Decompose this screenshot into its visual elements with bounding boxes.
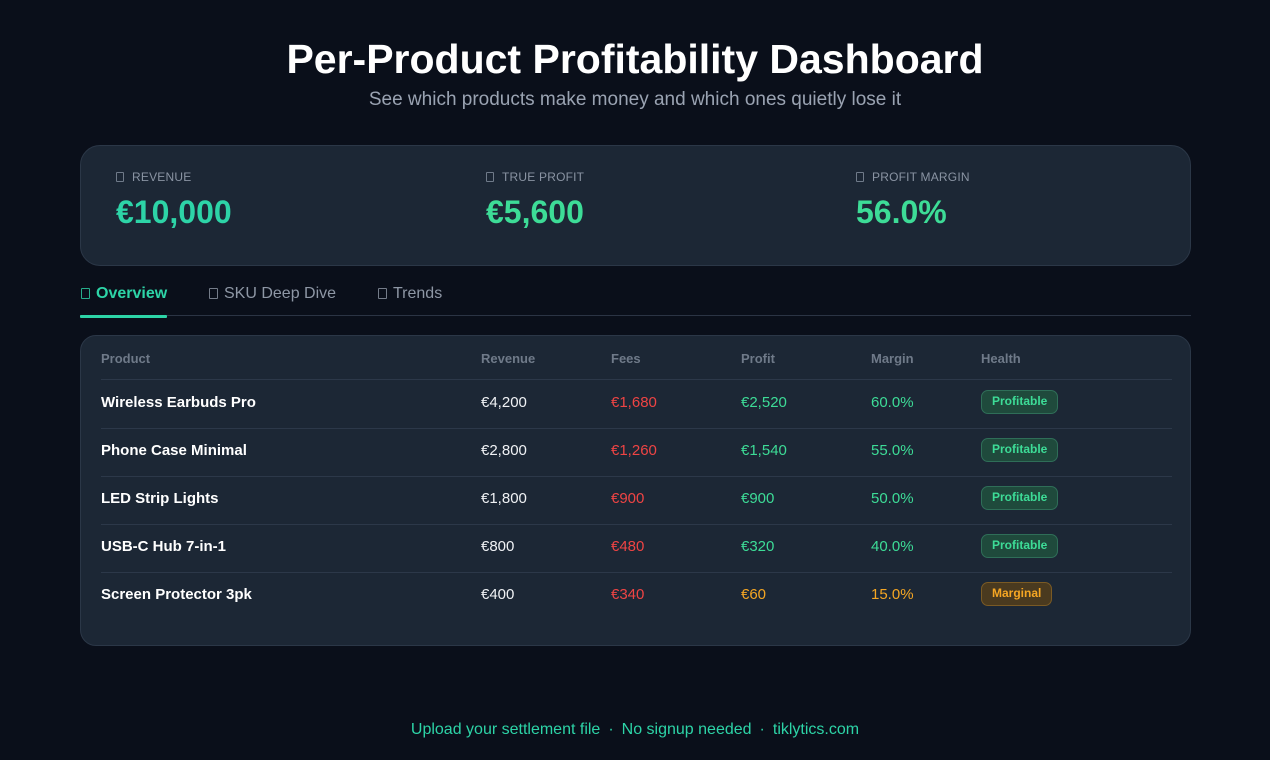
grid-icon [81, 288, 90, 299]
kpi-revenue-label: REVENUE [132, 170, 192, 184]
page-subtitle: See which products make money and which … [368, 89, 902, 110]
profit-value: €900 [741, 490, 775, 507]
table-row[interactable]: Screen Protector 3pk €400 €340 €60 15.0%… [101, 573, 1172, 621]
product-name: Screen Protector 3pk [101, 586, 252, 603]
health-badge: Profitable [981, 438, 1059, 462]
page-title: Per-Product Profitability Dashboard [286, 36, 984, 82]
column-header-product[interactable]: Product [101, 351, 151, 366]
fees-value: €1,680 [611, 394, 657, 411]
product-name: USB-C Hub 7-in-1 [101, 538, 226, 555]
tab-sku-deep-dive-label: SKU Deep Dive [224, 285, 337, 302]
kpi-true-profit-label: TRUE PROFIT [502, 170, 585, 184]
tab-overview-label: Overview [96, 285, 168, 302]
footer-separator: · [608, 721, 614, 738]
tab-sku-deep-dive[interactable]: SKU Deep Dive [208, 284, 336, 316]
health-badge: Marginal [981, 582, 1053, 606]
kpi-revenue: REVENUE €10,000 [116, 170, 232, 230]
fees-value: €480 [611, 538, 645, 555]
table-row[interactable]: Phone Case Minimal €2,800 €1,260 €1,540 … [101, 429, 1172, 477]
column-header-revenue[interactable]: Revenue [481, 351, 536, 366]
margin-value: 55.0% [871, 442, 914, 459]
revenue-value: €800 [481, 538, 515, 555]
kpi-profit-margin-label: PROFIT MARGIN [872, 170, 970, 184]
profit-value: €320 [741, 538, 775, 555]
wallet-icon [486, 172, 494, 182]
column-header-health[interactable]: Health [981, 351, 1021, 366]
table-row[interactable]: Wireless Earbuds Pro €4,200 €1,680 €2,52… [101, 381, 1172, 429]
product-table: Product Revenue Fees Profit Margin Healt… [80, 335, 1191, 646]
profit-value: €60 [741, 586, 767, 603]
page-header: Per-Product Profitability Dashboard See … [0, 36, 1270, 112]
product-name: Phone Case Minimal [101, 442, 247, 459]
column-header-profit[interactable]: Profit [741, 351, 775, 366]
margin-value: 50.0% [871, 490, 914, 507]
table-header-row: Product Revenue Fees Profit Margin Healt… [101, 336, 1172, 380]
footer-site-link[interactable]: tiklytics.com [772, 721, 860, 738]
search-icon [209, 288, 218, 299]
tab-trends[interactable]: Trends [377, 284, 442, 316]
kpi-summary-card: REVENUE €10,000 TRUE PROFIT €5,600 PROFI… [80, 145, 1191, 266]
column-header-fees[interactable]: Fees [611, 351, 641, 366]
percent-icon [856, 172, 864, 182]
margin-value: 40.0% [871, 538, 914, 555]
receipt-icon [116, 172, 124, 182]
trend-icon [378, 288, 387, 299]
tab-overview[interactable]: Overview [80, 284, 168, 318]
revenue-value: €4,200 [481, 394, 527, 411]
kpi-true-profit: TRUE PROFIT €5,600 [486, 170, 584, 230]
kpi-profit-margin-value: 56.0% [856, 194, 947, 230]
profit-value: €2,520 [741, 394, 787, 411]
product-name: Wireless Earbuds Pro [101, 394, 256, 411]
footer-upload-text: Upload your settlement file [410, 721, 601, 738]
revenue-value: €400 [481, 586, 515, 603]
health-badge: Profitable [981, 390, 1059, 414]
kpi-revenue-value: €10,000 [116, 194, 232, 230]
footer-separator: · [759, 721, 765, 738]
fees-value: €1,260 [611, 442, 657, 459]
revenue-value: €2,800 [481, 442, 527, 459]
revenue-value: €1,800 [481, 490, 527, 507]
column-header-margin[interactable]: Margin [871, 351, 914, 366]
table-row[interactable]: USB-C Hub 7-in-1 €800 €480 €320 40.0% Pr… [101, 525, 1172, 573]
health-badge: Profitable [981, 486, 1059, 510]
profit-value: €1,540 [741, 442, 787, 459]
margin-value: 60.0% [871, 394, 914, 411]
health-badge: Profitable [981, 534, 1059, 558]
fees-value: €900 [611, 490, 645, 507]
kpi-profit-margin: PROFIT MARGIN 56.0% [856, 170, 970, 230]
kpi-true-profit-value: €5,600 [486, 194, 584, 230]
tab-bar: Overview SKU Deep Dive Trends [80, 284, 1191, 318]
margin-value: 15.0% [871, 586, 914, 603]
tab-trends-label: Trends [393, 285, 443, 302]
footer: Upload your settlement file · No signup ne… [0, 720, 1270, 740]
table-row[interactable]: LED Strip Lights €1,800 €900 €900 50.0% … [101, 477, 1172, 525]
footer-signup-text: No signup needed [621, 721, 752, 738]
product-name: LED Strip Lights [101, 490, 219, 507]
fees-value: €340 [611, 586, 645, 603]
